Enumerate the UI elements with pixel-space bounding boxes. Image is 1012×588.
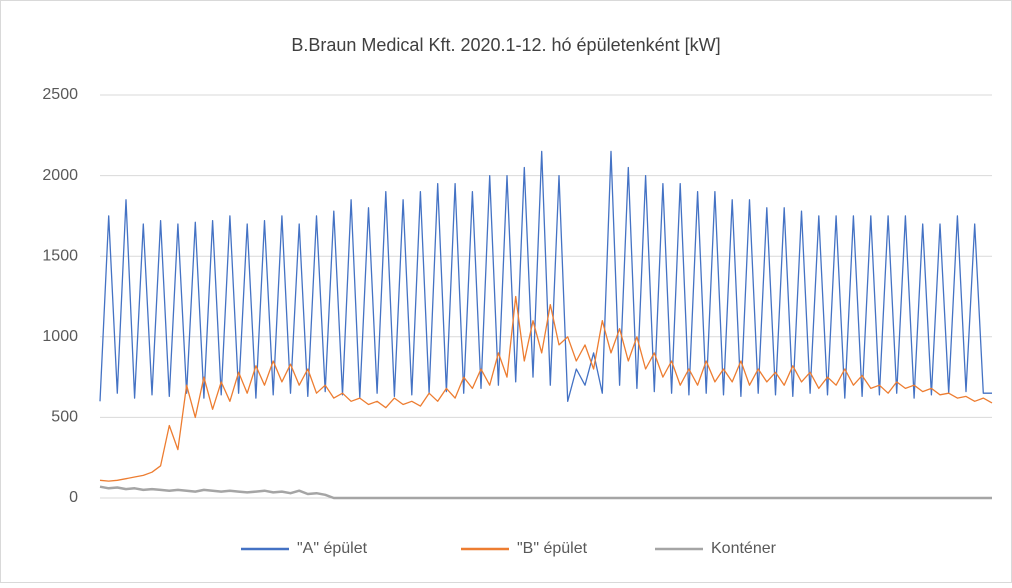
series-line [99, 150, 992, 402]
y-tick-label: 2500 [42, 86, 78, 103]
y-tick-label: 1500 [42, 247, 78, 264]
y-tick-label: 0 [69, 489, 78, 506]
y-tick-label: 2000 [42, 167, 78, 184]
legend-label: "B" épület [517, 540, 588, 557]
legend-label: "A" épület [297, 540, 368, 557]
series-line [99, 295, 993, 482]
chart-title: B.Braun Medical Kft. 2020.1-12. hó épüle… [291, 35, 720, 55]
y-tick-label: 500 [51, 409, 78, 426]
series-line [99, 485, 992, 500]
y-tick-label: 1000 [42, 328, 78, 345]
legend-label: Konténer [711, 540, 777, 557]
